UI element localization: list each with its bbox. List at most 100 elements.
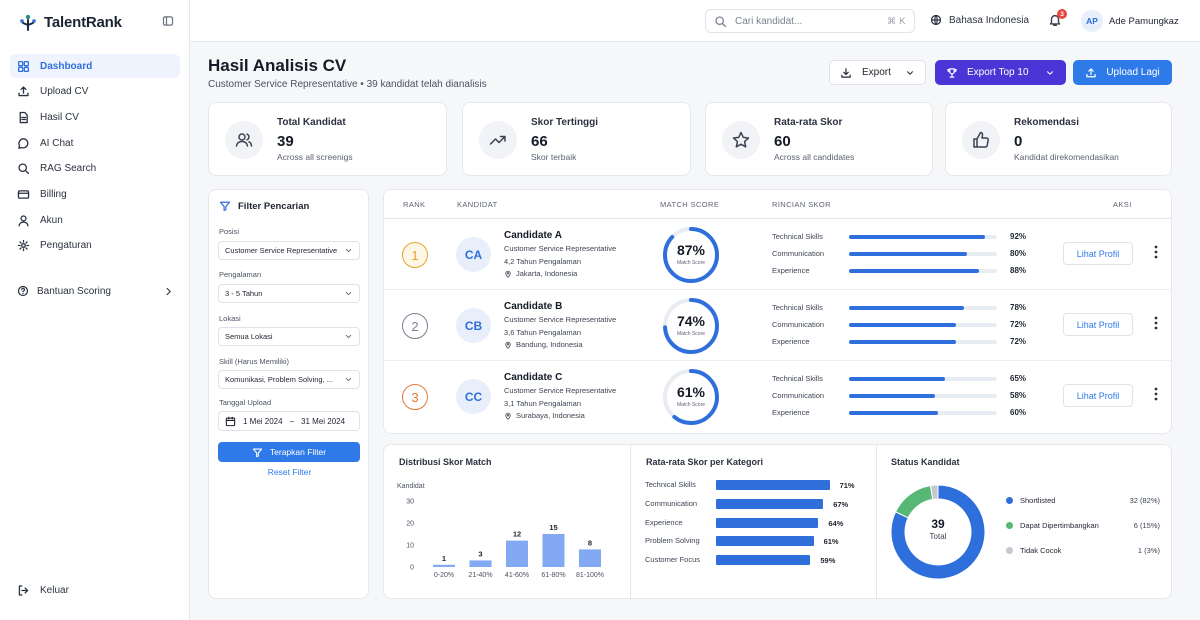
map-pin-icon bbox=[505, 270, 511, 278]
category-bar bbox=[716, 517, 819, 528]
breakdown-track bbox=[849, 235, 997, 239]
star-icon bbox=[722, 121, 760, 159]
dashboard-icon bbox=[17, 60, 30, 72]
stat-sub: Across all screenigs bbox=[277, 152, 353, 162]
upload-again-label: Upload Lagi bbox=[1106, 67, 1160, 78]
sidebar-item-upload-cv[interactable]: Upload CV bbox=[10, 80, 180, 104]
user-menu[interactable]: AP Ade Pamungkaz bbox=[1081, 10, 1179, 32]
date-range-picker[interactable]: 1 Mei 2024 – 31 Mei 2024 bbox=[218, 411, 360, 431]
language-selector[interactable]: Bahasa Indonesia bbox=[930, 14, 1029, 26]
more-options-icon[interactable] bbox=[1154, 245, 1158, 259]
legend-swatch bbox=[1006, 522, 1013, 529]
category-bar-row: Problem Solving 61% bbox=[645, 534, 875, 548]
skill-label: Skill (Harus Memiliki) bbox=[219, 357, 290, 366]
sidebar-item-hasil-cv[interactable]: Hasil CV bbox=[10, 105, 180, 129]
bell-icon bbox=[1049, 14, 1061, 26]
category-value: 67% bbox=[833, 499, 849, 509]
legend-label: Shortlisted bbox=[1020, 496, 1056, 505]
breakdown-track bbox=[849, 269, 997, 273]
breakdown-label: Communication bbox=[772, 320, 825, 329]
score-breakdown-item: Communication 58% bbox=[772, 390, 1032, 402]
sidebar: TalentRank Dashboard Upload CV Hasil CV … bbox=[0, 0, 190, 620]
lokasi-select[interactable]: Semua Lokasi bbox=[218, 327, 360, 346]
search-box[interactable]: ⌘ K bbox=[705, 9, 915, 33]
upload-again-button[interactable]: Upload Lagi bbox=[1073, 60, 1172, 85]
bar-value-label: 12 bbox=[513, 530, 521, 539]
match-score-value: 74% bbox=[676, 313, 706, 329]
sidebar-item-ai-chat[interactable]: AI Chat bbox=[10, 131, 180, 155]
search-input[interactable] bbox=[735, 15, 879, 27]
score-breakdown-item: Communication 72% bbox=[772, 319, 1032, 331]
breakdown-label: Experience bbox=[772, 408, 810, 417]
chart-title-kategori: Rata-rata Skor per Kategori bbox=[646, 457, 764, 467]
chevron-right-icon bbox=[166, 287, 171, 295]
chevron-down-icon bbox=[345, 248, 352, 253]
filter-icon bbox=[252, 448, 263, 457]
notification-button[interactable]: 3 bbox=[1048, 9, 1067, 27]
category-bar bbox=[716, 536, 814, 547]
category-bar-row: Customer Focus 59% bbox=[645, 553, 875, 567]
stat-card-skor-tertinggi: Skor Tertinggi 66 Skor terbaik bbox=[462, 102, 691, 176]
more-options-icon[interactable] bbox=[1154, 316, 1158, 330]
x-tick-label: 81-100% bbox=[576, 572, 604, 579]
view-profile-button[interactable]: Lihat Profil bbox=[1063, 313, 1133, 336]
apply-filter-button[interactable]: Terapkan Filter bbox=[218, 442, 360, 462]
ring-progress bbox=[663, 298, 719, 354]
view-profile-button[interactable]: Lihat Profil bbox=[1063, 384, 1133, 407]
breakdown-track bbox=[849, 252, 997, 256]
breakdown-track bbox=[849, 340, 997, 344]
sidebar-item-label: AI Chat bbox=[40, 137, 74, 149]
sidebar-item-rag-search[interactable]: RAG Search bbox=[10, 157, 180, 181]
logout-button[interactable]: Keluar bbox=[10, 578, 180, 602]
pengalaman-select[interactable]: 3 - 5 Tahun bbox=[218, 284, 360, 303]
thumbs-up-icon bbox=[962, 121, 1000, 159]
talentrank-logo-icon bbox=[20, 14, 36, 31]
sidebar-item-label: Dashboard bbox=[40, 60, 93, 72]
header-divider bbox=[384, 218, 1171, 219]
ring-progress bbox=[663, 369, 719, 425]
breakdown-label: Technical Skills bbox=[772, 374, 823, 383]
score-distribution-chart: Kandidat 0 10 20 30 1 0-20% 3 21-40% 12 41-60% 15 61… bbox=[397, 483, 604, 579]
logo[interactable]: TalentRank bbox=[18, 12, 122, 32]
breakdown-value: 92% bbox=[1010, 232, 1027, 241]
candidate-experience: 4,2 Tahun Pengalaman bbox=[504, 257, 582, 266]
stat-sub: Skor terbaik bbox=[531, 152, 577, 162]
y-tick-label: 10 bbox=[406, 543, 414, 550]
posisi-value: Customer Service Representative bbox=[225, 246, 338, 255]
export-top-10-button[interactable]: Export Top 10 bbox=[935, 60, 1066, 85]
export-button[interactable]: Export bbox=[829, 60, 926, 85]
candidate-role: Customer Service Representative bbox=[504, 315, 617, 324]
sidebar-item-pengaturan[interactable]: Pengaturan bbox=[10, 234, 180, 258]
collapse-sidebar-icon[interactable] bbox=[162, 15, 174, 27]
reset-filter-link[interactable]: Reset Filter bbox=[267, 467, 312, 477]
breakdown-fill bbox=[849, 235, 986, 239]
sidebar-item-billing[interactable]: Billing bbox=[10, 182, 180, 206]
score-breakdown-item: Technical Skills 92% bbox=[772, 231, 1032, 243]
bar-value-label: 8 bbox=[588, 538, 592, 547]
category-value: 64% bbox=[828, 518, 844, 528]
logout-label: Keluar bbox=[40, 584, 69, 596]
candidate-avatar: CA bbox=[456, 237, 491, 272]
sidebar-item-dashboard[interactable]: Dashboard bbox=[10, 54, 180, 78]
rank-badge: 3 bbox=[402, 384, 428, 410]
skill-select[interactable]: Komunikasi, Problem Solving, ... bbox=[218, 370, 360, 389]
stat-label: Skor Tertinggi bbox=[531, 117, 599, 128]
more-options-icon[interactable] bbox=[1154, 387, 1158, 401]
map-pin-icon bbox=[505, 341, 511, 349]
x-tick-label: 41-60% bbox=[505, 572, 529, 579]
table-row: 2 CB Candidate B Customer Service Repres… bbox=[384, 290, 1171, 361]
sidebar-item-label: Upload CV bbox=[40, 86, 89, 98]
candidate-name: Candidate C bbox=[504, 372, 563, 383]
sidebar-item-bantuan-scoring[interactable]: Bantuan Scoring bbox=[10, 279, 180, 303]
view-profile-button[interactable]: Lihat Profil bbox=[1063, 242, 1133, 265]
posisi-select[interactable]: Customer Service Representative bbox=[218, 241, 360, 260]
divider bbox=[876, 445, 877, 600]
export-label: Export bbox=[862, 67, 891, 78]
bar-value-label: 1 bbox=[442, 554, 446, 563]
date-separator: – bbox=[289, 416, 295, 426]
breakdown-fill bbox=[849, 411, 938, 415]
stat-value: 66 bbox=[531, 133, 548, 150]
sidebar-item-akun[interactable]: Akun bbox=[10, 208, 180, 232]
x-tick-label: 21-40% bbox=[468, 572, 492, 579]
breakdown-label: Experience bbox=[772, 337, 810, 346]
